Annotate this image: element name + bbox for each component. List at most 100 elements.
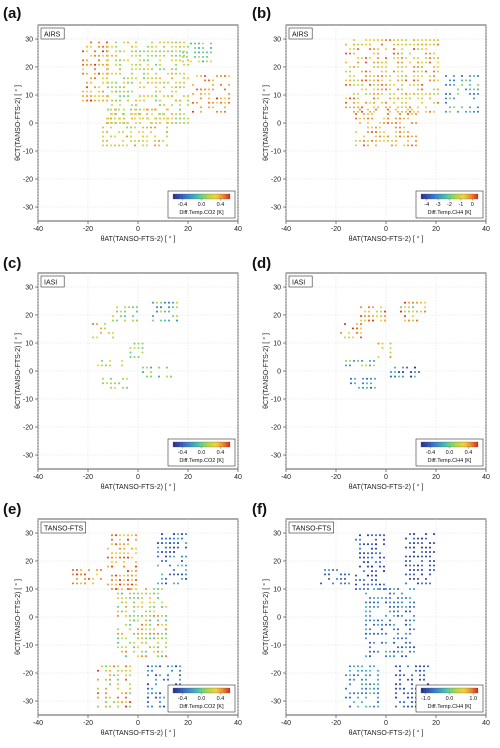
data-point	[126, 583, 130, 586]
data-point	[120, 364, 124, 367]
data-point	[408, 573, 412, 576]
data-point	[124, 655, 128, 658]
data-point	[227, 101, 231, 104]
data-point	[101, 81, 105, 84]
data-point	[396, 39, 400, 42]
data-point	[142, 59, 146, 62]
data-point	[372, 65, 376, 69]
data-point	[368, 101, 372, 104]
data-point	[95, 336, 99, 339]
data-point	[368, 665, 372, 668]
x-tick-label: -40	[281, 474, 291, 481]
data-point	[140, 637, 144, 640]
data-point	[125, 121, 129, 125]
data-point	[464, 88, 468, 91]
data-point	[170, 59, 174, 62]
data-point	[152, 628, 156, 631]
colorbar-tick-label: -2	[447, 202, 452, 208]
data-point	[160, 632, 164, 635]
data-point	[114, 583, 118, 586]
data-point	[130, 54, 134, 57]
data-point	[154, 86, 158, 89]
data-point	[424, 39, 428, 42]
data-point	[169, 375, 173, 378]
data-point	[359, 322, 363, 326]
data-point	[126, 59, 130, 62]
colorbar-tick-label: -0.4	[426, 450, 435, 456]
data-point	[382, 130, 386, 134]
data-point	[388, 592, 392, 595]
data-point	[410, 112, 414, 116]
data-point	[164, 623, 168, 626]
data-point	[392, 628, 396, 631]
data-point	[165, 121, 169, 125]
data-point	[146, 72, 150, 75]
data-point	[136, 628, 140, 631]
data-point	[400, 101, 404, 104]
data-point	[156, 655, 160, 658]
data-point	[400, 39, 404, 42]
data-point	[412, 92, 416, 95]
data-point	[191, 101, 195, 104]
data-point	[156, 550, 160, 554]
data-point	[162, 86, 166, 89]
data-point	[199, 110, 203, 113]
data-point	[368, 359, 372, 362]
data-point	[402, 687, 406, 690]
data-point	[114, 561, 118, 564]
data-point	[388, 110, 392, 113]
data-point	[404, 537, 408, 540]
data-point	[150, 669, 154, 672]
data-point	[114, 81, 118, 84]
data-point	[165, 375, 169, 378]
data-point	[203, 74, 207, 78]
data-point	[472, 110, 476, 113]
svg-text:IASI: IASI	[292, 280, 305, 287]
data-point	[178, 99, 182, 102]
data-point	[394, 135, 398, 138]
data-point	[354, 538, 358, 541]
data-point	[118, 543, 122, 546]
data-point	[113, 117, 117, 120]
x-tick-label: -40	[33, 226, 43, 233]
data-point	[122, 41, 126, 44]
data-point	[412, 110, 416, 113]
data-point	[356, 669, 360, 672]
data-point	[344, 101, 348, 104]
data-point	[396, 601, 400, 604]
data-point	[178, 665, 182, 668]
data-point	[157, 375, 161, 378]
data-point	[158, 63, 162, 66]
data-point	[384, 614, 388, 617]
data-point	[157, 139, 161, 142]
data-point	[362, 556, 366, 559]
data-point	[114, 578, 118, 582]
data-point	[106, 50, 110, 53]
data-point	[93, 50, 97, 53]
data-point	[152, 605, 156, 608]
data-point	[150, 54, 154, 57]
data-point	[380, 70, 384, 73]
data-point	[410, 108, 414, 111]
data-point	[366, 552, 370, 555]
data-point	[162, 45, 166, 48]
data-point	[152, 632, 156, 635]
data-point	[120, 669, 124, 672]
data-point	[158, 81, 162, 84]
data-point	[138, 81, 142, 84]
data-point	[152, 614, 156, 617]
data-point	[380, 88, 384, 91]
data-point	[178, 112, 182, 116]
data-point	[138, 121, 142, 125]
data-point	[126, 538, 130, 541]
data-point	[144, 619, 148, 622]
data-point	[352, 52, 356, 55]
data-point	[408, 110, 412, 113]
data-point	[145, 135, 149, 138]
data-point	[140, 628, 144, 631]
data-point	[428, 97, 432, 100]
svg-text:AIRS: AIRS	[292, 32, 309, 39]
y-tick-label: 0	[29, 615, 33, 622]
data-point	[168, 542, 172, 545]
data-point	[128, 674, 132, 677]
